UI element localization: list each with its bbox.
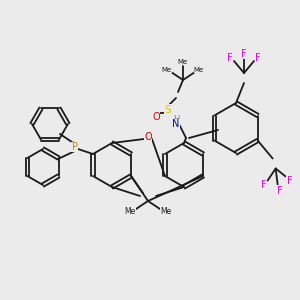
Text: F: F bbox=[261, 179, 266, 190]
Text: O: O bbox=[152, 112, 160, 122]
Text: O: O bbox=[144, 132, 152, 142]
Text: Me: Me bbox=[160, 208, 172, 217]
Text: Me: Me bbox=[194, 67, 204, 73]
Text: F: F bbox=[287, 176, 292, 185]
Text: F: F bbox=[241, 49, 247, 59]
Text: Me: Me bbox=[178, 59, 188, 65]
Text: N: N bbox=[172, 119, 180, 129]
Text: F: F bbox=[227, 53, 233, 63]
Text: F: F bbox=[255, 53, 261, 63]
Text: S: S bbox=[165, 105, 171, 115]
Text: P: P bbox=[72, 142, 78, 152]
Text: H: H bbox=[173, 115, 179, 124]
Text: Me: Me bbox=[162, 67, 172, 73]
Text: F: F bbox=[277, 185, 283, 196]
Text: Me: Me bbox=[124, 208, 136, 217]
